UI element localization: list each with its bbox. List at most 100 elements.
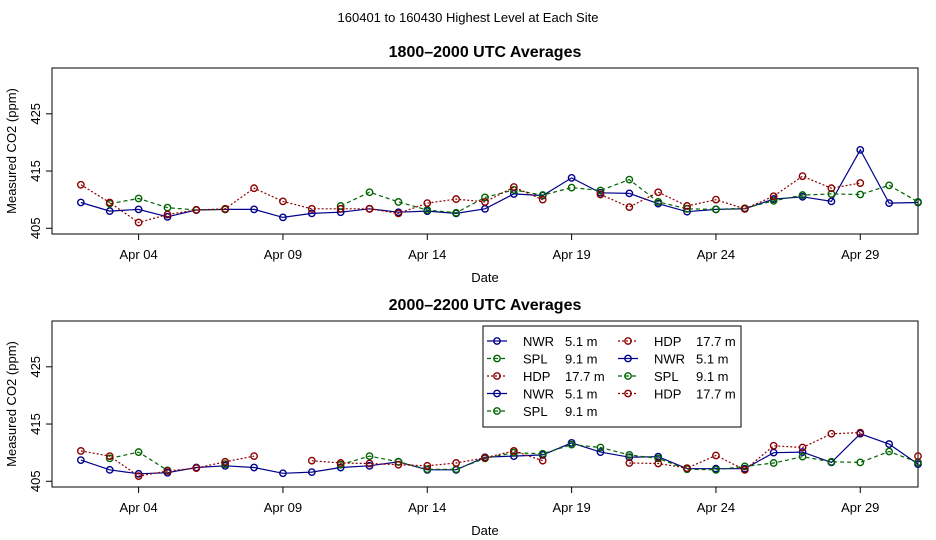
data-point-hdp	[307, 204, 316, 213]
data-point-hdp	[856, 179, 865, 187]
data-point-spl	[712, 205, 720, 214]
data-point-spl	[856, 458, 865, 467]
data-point-spl	[596, 443, 605, 452]
data-point-hdp	[798, 443, 807, 452]
series-hdp	[76, 172, 865, 227]
data-point-hdp	[769, 192, 778, 201]
panel-2000-2200: 2000–2200 UTC Averages Apr 04 Apr 09 Apr 14…	[4, 297, 922, 538]
x-axis-label: Date	[471, 270, 498, 285]
data-point-hdp	[250, 184, 258, 193]
data-point-spl	[798, 452, 807, 461]
data-point-hdp	[625, 459, 634, 467]
y-tick-label: 415	[28, 160, 43, 182]
data-point-hdp	[654, 459, 663, 468]
series-line-hdp	[311, 450, 543, 467]
data-point-hdp	[740, 204, 749, 213]
legend-height: 9.1 m	[565, 352, 598, 367]
legend-height: 17.7 m	[696, 387, 736, 402]
data-point-spl	[134, 194, 143, 203]
data-point-hdp	[625, 203, 634, 211]
x-tick-label: Apr 14	[408, 500, 446, 515]
x-tick-label: Apr 04	[119, 500, 157, 515]
data-point-spl	[567, 440, 576, 449]
data-point-hdp	[134, 472, 143, 481]
x-tick-label: Apr 19	[552, 500, 590, 515]
y-tick-label: 405	[28, 217, 43, 239]
legend-marker	[493, 337, 501, 345]
plot-frame	[51, 67, 919, 235]
data-point-spl	[394, 198, 403, 206]
legend: NWR 5.1 m SPL 9.1 m HDP 17.7 m NWR 5.1 m SPL 9.1 …	[482, 325, 742, 428]
data-point-hdp	[105, 452, 114, 460]
data-point-hdp	[452, 459, 461, 467]
series-line-spl	[340, 178, 919, 214]
legend-box	[482, 325, 742, 428]
data-point-hdp	[307, 456, 316, 465]
data-point-hdp	[452, 195, 461, 203]
data-point-hdp	[481, 453, 489, 462]
data-point-nwr	[134, 205, 143, 214]
x-tick-label: Apr 19	[552, 247, 590, 262]
data-point-nwr	[307, 209, 316, 218]
data-point-spl	[134, 448, 143, 456]
data-point-spl	[654, 454, 663, 463]
data-point-hdp	[163, 467, 172, 475]
plot-frame	[51, 320, 919, 488]
data-point-hdp	[394, 460, 403, 469]
data-point-hdp	[509, 183, 518, 191]
data-point-spl	[365, 188, 374, 197]
legend-marker	[624, 389, 632, 398]
data-point-hdp	[336, 459, 345, 467]
data-point-spl	[769, 459, 778, 467]
data-point-nwr	[567, 174, 576, 182]
data-point-hdp	[423, 461, 432, 470]
figure-suptitle: 160401 to 160430 Highest Level at Each S…	[338, 10, 599, 25]
data-point-spl	[509, 186, 518, 194]
data-point-hdp	[769, 441, 778, 450]
data-point-nwr	[105, 207, 114, 216]
data-point-nwr	[365, 461, 374, 470]
legend-height: 5.1 m	[565, 334, 598, 349]
data-point-hdp	[712, 195, 720, 204]
data-point-hdp	[683, 464, 691, 473]
legend-label: NWR	[654, 352, 685, 367]
data-point-spl	[914, 198, 922, 206]
data-point-hdp	[654, 188, 663, 197]
data-point-hdp	[221, 457, 230, 466]
legend-label: NWR	[523, 387, 554, 402]
data-point-spl	[712, 465, 720, 474]
x-tick-label: Apr 24	[697, 247, 735, 262]
chart-title: 1800–2000 UTC Averages	[389, 44, 582, 61]
data-point-hdp	[105, 198, 114, 207]
data-point-spl	[365, 452, 374, 460]
legend-marker	[493, 372, 501, 380]
x-tick-label: Apr 04	[119, 247, 157, 262]
x-axis-label: Date	[471, 523, 498, 538]
data-point-spl	[394, 457, 403, 466]
legend-marker	[493, 389, 501, 398]
series-hdp	[76, 428, 922, 481]
series-line-hdp	[600, 175, 861, 210]
data-point-spl	[221, 460, 230, 469]
x-tick-label: Apr 24	[697, 500, 735, 515]
data-point-spl	[452, 208, 461, 217]
legend-label: HDP	[523, 369, 550, 384]
x-tick-label: Apr 14	[408, 247, 446, 262]
legend-marker	[493, 354, 501, 363]
x-tick-label: Apr 09	[264, 500, 302, 515]
data-point-spl	[567, 183, 576, 192]
data-point-nwr	[307, 468, 316, 477]
data-point-hdp	[827, 184, 836, 193]
data-point-hdp	[827, 429, 836, 438]
data-point-nwr	[250, 463, 258, 472]
data-point-spl	[769, 196, 778, 205]
data-point-nwr	[625, 189, 634, 198]
data-point-spl	[596, 186, 605, 195]
data-point-hdp	[538, 456, 547, 465]
legend-marker	[493, 407, 501, 415]
data-point-hdp	[365, 204, 374, 213]
data-point-spl	[423, 465, 432, 474]
data-point-spl	[538, 191, 547, 199]
data-point-hdp	[134, 218, 143, 227]
